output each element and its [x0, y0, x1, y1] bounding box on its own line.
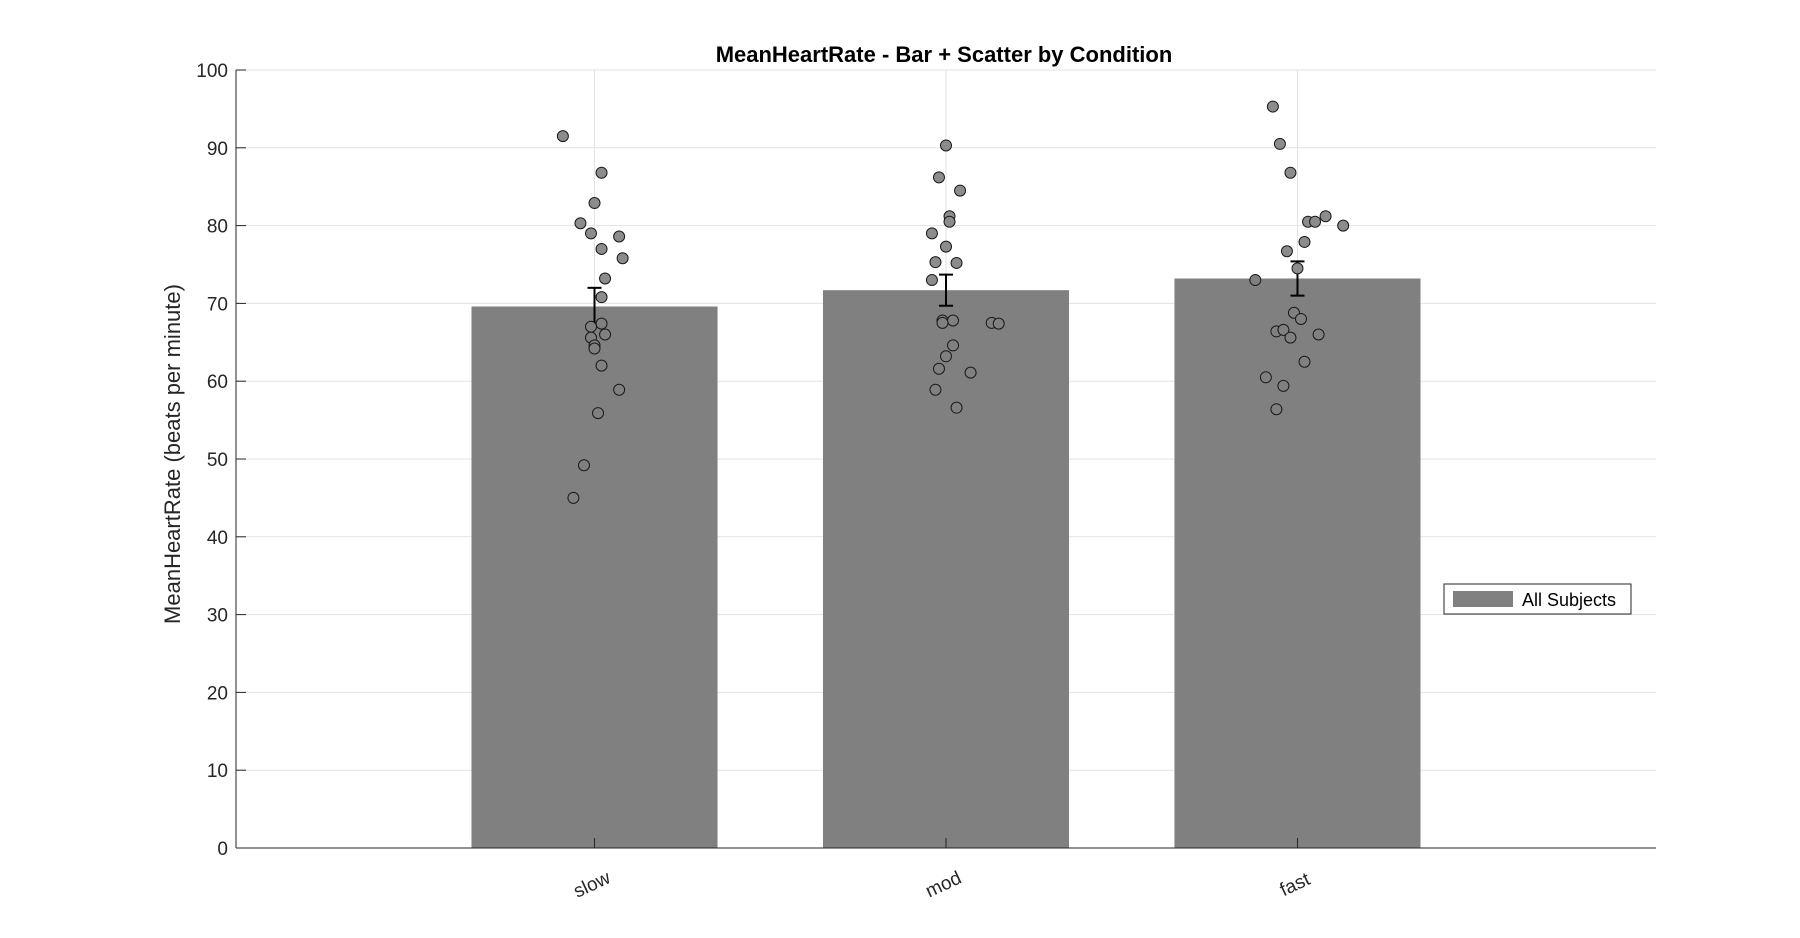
scatter-point-slow — [599, 328, 612, 341]
scatter-point-fast — [1277, 323, 1290, 336]
y-tick-label: 80 — [207, 217, 228, 238]
scatter-point-fast — [1266, 100, 1279, 113]
x-tick-labels: slow mod fast — [571, 867, 1315, 902]
y-axis-label: MeanHeartRate (beats per minute) — [160, 284, 185, 624]
chart-title: MeanHeartRate - Bar + Scatter by Conditi… — [716, 42, 1173, 67]
scatter-point-mod — [947, 339, 960, 352]
scatter-point-fast — [1309, 215, 1322, 228]
scatter-point-mod — [929, 256, 942, 269]
y-tick-label: 20 — [207, 683, 228, 704]
scatter-point-slow — [595, 166, 608, 179]
scatter-point-fast — [1295, 312, 1307, 325]
y-tick-label: 10 — [207, 761, 228, 782]
scatter-point-mod — [929, 383, 942, 396]
scatter-point-slow — [599, 272, 612, 285]
y-tick-label: 40 — [207, 528, 228, 549]
scatter-point-mod — [932, 362, 945, 375]
scatter-point-slow — [613, 383, 626, 396]
scatter-point-mod — [947, 314, 960, 327]
scatter-point-mod — [954, 184, 967, 197]
scatter-point-mod — [940, 240, 952, 253]
legend-swatch — [1453, 591, 1513, 607]
scatter-point-fast — [1284, 166, 1297, 179]
scatter-point-fast — [1270, 403, 1283, 416]
scatter-point-slow — [595, 359, 608, 372]
y-tick-label: 90 — [207, 139, 228, 160]
scatter-point-mod — [964, 366, 977, 379]
scatter-point-mod — [932, 171, 945, 184]
legend-label: All Subjects — [1522, 590, 1616, 610]
bar-fast — [1174, 278, 1421, 848]
scatter-point-slow — [616, 252, 629, 265]
scatter-point-mod — [940, 350, 952, 363]
legend: All Subjects — [1443, 583, 1632, 615]
scatter-point-mod — [943, 215, 956, 228]
scatter-point-mod — [940, 139, 952, 152]
scatter-point-mod — [936, 316, 949, 329]
scatter-point-fast — [1319, 210, 1332, 223]
scatter-point-slow — [588, 342, 601, 355]
y-tick-label: 50 — [207, 450, 228, 471]
scatter-point-slow — [577, 459, 590, 472]
scatter-point-slow — [567, 491, 580, 504]
scatter-point-mod — [992, 317, 1005, 330]
bar-mod — [822, 290, 1070, 848]
scatter-point-slow — [595, 291, 608, 304]
scatter-point-mod — [950, 401, 963, 414]
scatter-point-fast — [1284, 331, 1297, 344]
scatter-point-mod — [950, 256, 963, 269]
scatter-point-fast — [1337, 219, 1350, 232]
y-tick-label: 100 — [196, 61, 228, 82]
y-tick-label: 70 — [207, 294, 228, 315]
x-tick-label-fast: fast — [1277, 869, 1314, 901]
scatter-point-slow — [613, 230, 626, 243]
scatter-point-fast — [1273, 137, 1286, 150]
scatter-point-mod — [925, 274, 938, 287]
scatter-point-mod — [925, 227, 938, 240]
scatter-point-slow — [595, 317, 608, 330]
y-tick-label: 0 — [217, 839, 228, 860]
y-tick-label: 30 — [207, 606, 228, 627]
scatter-point-slow — [595, 242, 608, 255]
scatter-point-slow — [592, 407, 605, 420]
bar-slow — [471, 306, 718, 849]
x-tick-label-mod: mod — [922, 868, 964, 903]
scatter-point-fast — [1249, 274, 1262, 287]
scatter-point-fast — [1298, 355, 1311, 368]
bars — [471, 278, 1421, 849]
scatter-points — [556, 100, 1350, 504]
scatter-point-slow — [588, 197, 601, 210]
scatter-point-slow — [574, 217, 587, 230]
scatter-point-slow — [585, 320, 597, 333]
scatter-point-fast — [1298, 235, 1311, 248]
scatter-point-fast — [1277, 379, 1290, 392]
y-tick-label: 60 — [207, 372, 228, 393]
scatter-point-fast — [1280, 245, 1293, 258]
x-tick-label-slow: slow — [571, 867, 615, 902]
scatter-point-slow — [556, 130, 569, 143]
scatter-point-fast — [1259, 371, 1272, 384]
scatter-point-slow — [585, 227, 597, 240]
y-tick-labels: 0 10 20 30 40 50 60 70 80 90 100 — [196, 61, 228, 860]
scatter-point-fast — [1312, 328, 1325, 341]
axes — [235, 69, 1656, 849]
scatter-point-fast — [1291, 262, 1304, 275]
